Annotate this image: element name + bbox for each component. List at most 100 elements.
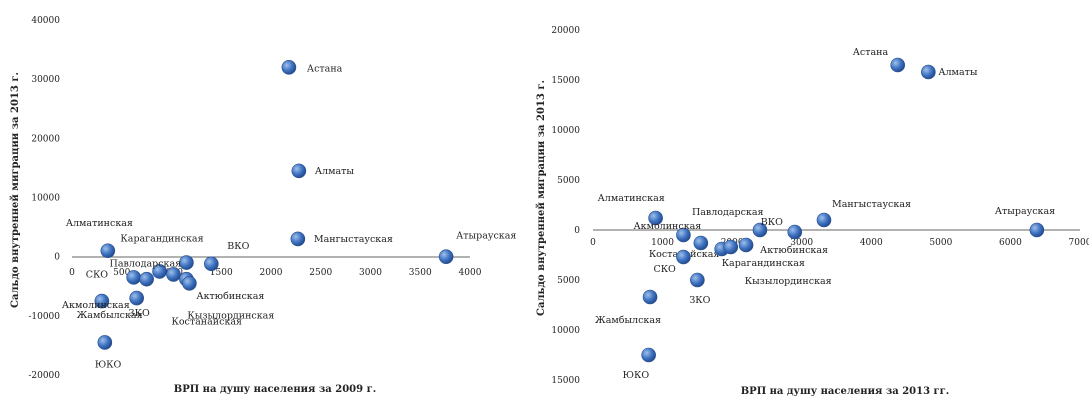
data-point (787, 224, 803, 240)
point-label: Алматы (315, 166, 355, 177)
x-tick-label: 7000 (1069, 238, 1089, 248)
x-tick-label: 4000 (459, 268, 482, 278)
points-group: Астана Алматы Мангыстауская Атырауская Алмат… (595, 47, 1055, 381)
y-tick-label: 5000 (557, 176, 580, 186)
data-point (139, 271, 154, 287)
y-tick-label: 10000 (31, 194, 60, 204)
point-label: Кызылординская (745, 276, 832, 287)
x-tick-label: 1000 (651, 238, 674, 248)
point-label: ВКО (227, 241, 249, 252)
tick-group: 05001000150020002500300035004000-20000-1… (28, 16, 481, 381)
point-label: Акмолинская (633, 221, 701, 232)
point-label: Павлодарская (110, 258, 182, 269)
point-label: Алматинская (598, 193, 665, 204)
y-tick-label: 10000 (551, 126, 580, 136)
points-group: Астана Алматы Мангыстауская Атырауская Алмат… (62, 60, 516, 370)
data-point (641, 347, 656, 363)
x-tick-label: 1500 (210, 268, 233, 278)
y-axis-title: Сальдо внутренней миграции за 2013 г. (536, 80, 547, 316)
data-point (693, 235, 709, 251)
data-point (642, 289, 658, 305)
tick-group: 0100020003000400050006000700015000100005… (551, 26, 1089, 386)
point-label: Астана (307, 63, 343, 74)
data-point (204, 256, 219, 272)
data-point (126, 270, 141, 285)
x-tick-label: 3000 (790, 238, 813, 248)
data-point (676, 249, 691, 265)
data-point (179, 255, 194, 270)
y-tick-label: 0 (574, 226, 580, 236)
data-point (890, 57, 906, 73)
data-point (723, 239, 739, 255)
data-point (182, 275, 197, 291)
scatter-chart-2013: Сальдо внутренней миграции за 2013 г. ВР… (536, 26, 1089, 397)
point-label: ЗКО (689, 295, 710, 306)
y-axis-title-group: Сальдо внутренней миграции за 2013 г. (536, 80, 547, 316)
x-tick-label: 0 (69, 268, 75, 278)
x-tick-label: 0 (590, 238, 596, 248)
point-label: Костанайская (171, 316, 242, 327)
data-point (290, 231, 306, 247)
point-label: Актюбинская (196, 291, 264, 302)
point-label: Алматинская (66, 218, 133, 229)
point-label: Мангыстауская (314, 234, 393, 245)
point-label: Атырауская (456, 231, 516, 242)
y-tick-label: 20000 (31, 134, 60, 144)
y-tick-label: -20000 (28, 371, 60, 381)
x-tick-label: 2500 (309, 268, 332, 278)
point-label: ЮКО (623, 370, 650, 381)
x-tick-label: 5000 (929, 238, 952, 248)
data-point (438, 249, 454, 264)
data-point (738, 237, 754, 253)
y-axis-title-group: Сальдо внутренней миграции за 2013 г. (10, 72, 21, 308)
data-point (676, 227, 691, 243)
point-label: Павлодарская (692, 207, 764, 218)
point-label: Карагандинская (120, 234, 203, 245)
y-tick-label: 0 (54, 253, 60, 263)
data-point (166, 267, 181, 282)
y-tick-label: 15000 (551, 76, 580, 86)
x-tick-label: 3500 (409, 268, 432, 278)
data-point (816, 212, 832, 228)
point-label: Кызылординская (187, 310, 274, 321)
y-tick-label: 40000 (31, 16, 60, 26)
point-label: Актюбинская (760, 245, 828, 256)
y-tick-label: 20000 (551, 26, 580, 36)
data-point (94, 293, 110, 309)
data-point (129, 290, 144, 306)
data-point (97, 335, 113, 350)
data-point (291, 163, 307, 179)
data-point (152, 264, 167, 279)
scatter-chart-2009: Сальдо внутренней миграции за 2013 г. ВР… (10, 16, 516, 395)
data-point (921, 64, 936, 80)
data-point (281, 60, 297, 75)
x-axis-title: ВРП на душу населения за 2009 г. (174, 384, 376, 395)
point-label: ЗКО (129, 308, 150, 319)
point-label: Алматы (938, 67, 978, 78)
point-label: Мангыстауская (832, 199, 911, 210)
point-label: ВКО (761, 217, 783, 228)
data-point (752, 222, 768, 238)
y-tick-label: 15000 (551, 376, 580, 386)
data-point (1029, 222, 1045, 238)
point-label: СКО (653, 264, 676, 275)
x-axis-title: ВРП на душу населения за 2013 гг. (741, 386, 950, 397)
point-label: Атырауская (995, 206, 1055, 217)
y-axis-title: Сальдо внутренней миграции за 2013 г. (10, 72, 21, 308)
x-tick-label: 4000 (860, 238, 883, 248)
x-tick-label: 500 (113, 268, 130, 278)
data-point (100, 243, 116, 259)
x-tick-label: 6000 (999, 238, 1022, 248)
point-label: Акмолинская (62, 300, 130, 311)
y-tick-label: -10000 (28, 312, 60, 322)
x-tick-label: 2000 (260, 268, 283, 278)
data-point (690, 272, 705, 288)
point-label: Астана (853, 47, 889, 58)
data-point (648, 210, 663, 226)
point-label: СКО (86, 269, 109, 280)
point-label: Жамбылская (595, 315, 661, 326)
point-label: Жамбылская (77, 310, 143, 321)
y-tick-label: 5000 (557, 276, 580, 286)
x-tick-label: 3000 (359, 268, 382, 278)
y-tick-label: 10000 (551, 326, 580, 336)
